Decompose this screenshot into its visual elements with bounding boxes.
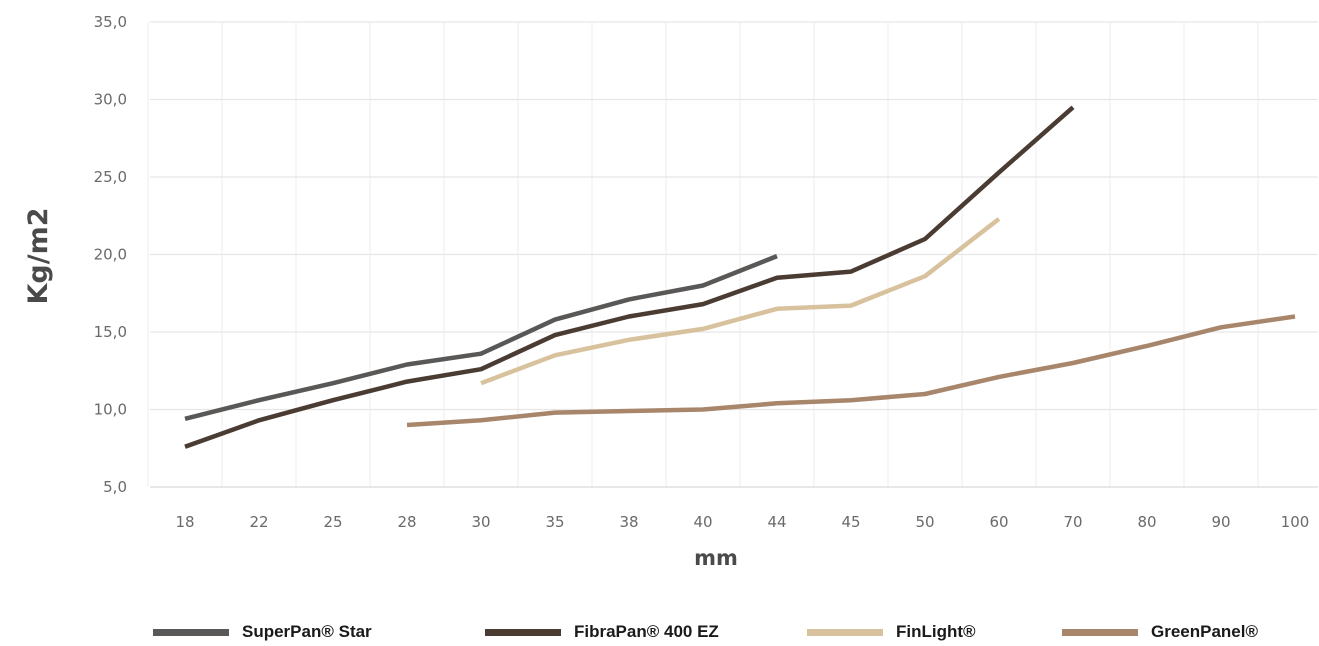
y-tick-label: 15,0 bbox=[94, 323, 127, 341]
legend-label-greenpanel: GreenPanel® bbox=[1151, 622, 1259, 641]
x-tick-label: 70 bbox=[1063, 513, 1082, 531]
y-axis-title: Kg/m2 bbox=[23, 207, 54, 304]
x-tick-label: 90 bbox=[1211, 513, 1230, 531]
legend-swatch-fibrapan-400-ez bbox=[485, 628, 561, 636]
y-tick-label: 20,0 bbox=[94, 246, 127, 264]
x-tick-label: 25 bbox=[323, 513, 342, 531]
legend-swatch-greenpanel bbox=[1062, 628, 1138, 636]
x-tick-label: 50 bbox=[915, 513, 934, 531]
legend-label-finlight: FinLight® bbox=[896, 622, 976, 641]
legend-label-fibrapan-400-ez: FibraPan® 400 EZ bbox=[574, 622, 719, 641]
series-line-finlight bbox=[480, 217, 1001, 386]
horizontal-gridlines bbox=[150, 21, 1318, 488]
x-tick-label: 45 bbox=[841, 513, 860, 531]
x-tick-label: 40 bbox=[693, 513, 712, 531]
x-tick-label: 100 bbox=[1281, 513, 1310, 531]
y-tick-label: 35,0 bbox=[94, 13, 127, 31]
legend-swatch-finlight bbox=[807, 628, 883, 636]
line-chart: 5,0 10,0 15,0 20,0 25,0 30,0 35,0 18 22 25 28 30 35… bbox=[23, 13, 1318, 570]
x-axis-tick-labels: 18 22 25 28 30 35 38 40 44 45 50 60 70 80 90 100 bbox=[175, 513, 1309, 531]
x-tick-label: 44 bbox=[767, 513, 786, 531]
x-tick-label: 80 bbox=[1137, 513, 1156, 531]
legend-item-fibrapan-400-ez: FibraPan® 400 EZ bbox=[485, 618, 719, 646]
x-tick-label: 30 bbox=[471, 513, 490, 531]
y-tick-label: 30,0 bbox=[94, 91, 127, 109]
legend-item-superpan-star: SuperPan® Star bbox=[153, 618, 372, 646]
x-tick-label: 18 bbox=[175, 513, 194, 531]
series-lines bbox=[184, 105, 1296, 449]
series-line-greenpanel bbox=[406, 314, 1296, 428]
x-axis-title: mm bbox=[694, 546, 738, 570]
x-tick-label: 22 bbox=[249, 513, 268, 531]
series-line-fibrapan-400-ez bbox=[184, 105, 1075, 449]
x-tick-label: 38 bbox=[619, 513, 638, 531]
y-tick-label: 25,0 bbox=[94, 168, 127, 186]
y-tick-label: 10,0 bbox=[94, 401, 127, 419]
legend-item-finlight: FinLight® bbox=[807, 618, 976, 646]
y-tick-label: 5,0 bbox=[103, 478, 127, 496]
x-tick-label: 60 bbox=[989, 513, 1008, 531]
legend: SuperPan® Star FibraPan® 400 EZ FinLight… bbox=[0, 618, 1319, 646]
legend-label-superpan-star: SuperPan® Star bbox=[242, 622, 372, 641]
x-tick-label: 28 bbox=[397, 513, 416, 531]
y-axis-tick-labels: 5,0 10,0 15,0 20,0 25,0 30,0 35,0 bbox=[94, 13, 127, 496]
series-line-superpan-star bbox=[184, 254, 778, 421]
x-tick-label: 35 bbox=[545, 513, 564, 531]
legend-swatch-superpan-star bbox=[153, 628, 229, 636]
legend-item-greenpanel: GreenPanel® bbox=[1062, 618, 1258, 646]
